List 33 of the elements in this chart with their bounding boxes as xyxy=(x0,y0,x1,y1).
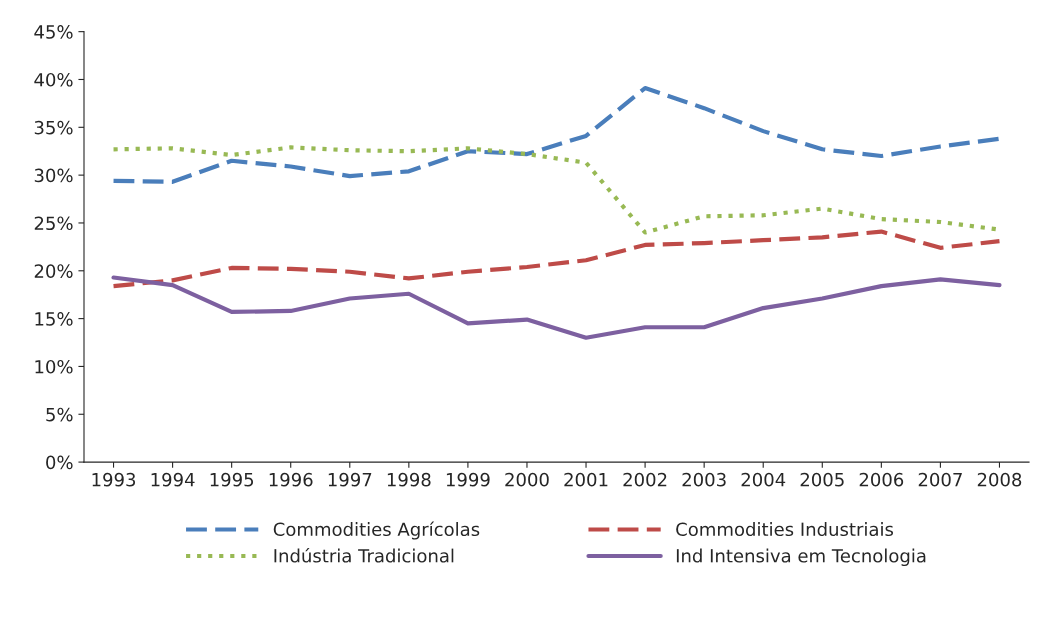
line-series xyxy=(111,86,1002,184)
x-tick-label: 2002 xyxy=(623,472,667,487)
y-tick-label: 30% xyxy=(34,168,73,183)
legend-label: Ind Intensiva em Tecnologia xyxy=(676,548,926,567)
x-tick-label: 2001 xyxy=(564,472,608,487)
x-tick-label: 1999 xyxy=(446,472,490,487)
x-tick-label: 1993 xyxy=(92,472,136,487)
y-tick-label: 15% xyxy=(35,312,73,326)
y-tick-label: 40% xyxy=(34,72,73,87)
x-tick-label: 2006 xyxy=(859,472,904,487)
x-tick-label: 1997 xyxy=(328,472,372,487)
legend-label: Commodities Agrícolas xyxy=(273,521,480,540)
x-tick-label: 1995 xyxy=(210,472,254,487)
x-tick-label: 1998 xyxy=(387,472,431,487)
y-tick-label: 45% xyxy=(34,25,73,39)
legend-label: Commodities Industriais xyxy=(676,522,894,537)
line-series xyxy=(111,275,1002,340)
y-tick-label: 10% xyxy=(35,359,73,374)
y-tick-label: 35% xyxy=(34,120,73,135)
y-tick-label: 25% xyxy=(34,216,73,231)
line-series xyxy=(111,229,1002,289)
x-tick-label: 2004 xyxy=(741,472,786,487)
y-tick-label: 5% xyxy=(46,407,73,422)
x-tick-label: 1994 xyxy=(151,472,195,487)
x-tick-label: 2005 xyxy=(800,472,844,487)
legend-label: Indústria Tradicional xyxy=(274,547,454,563)
x-tick-label: 2003 xyxy=(682,472,726,487)
x-tick-label: 2008 xyxy=(977,472,1022,487)
x-tick-label: 2007 xyxy=(918,472,962,487)
x-tick-label: 2000 xyxy=(505,472,549,487)
y-tick-label: 20% xyxy=(34,264,73,278)
x-tick-label: 1996 xyxy=(269,472,313,487)
y-tick-label: 0% xyxy=(46,455,73,470)
